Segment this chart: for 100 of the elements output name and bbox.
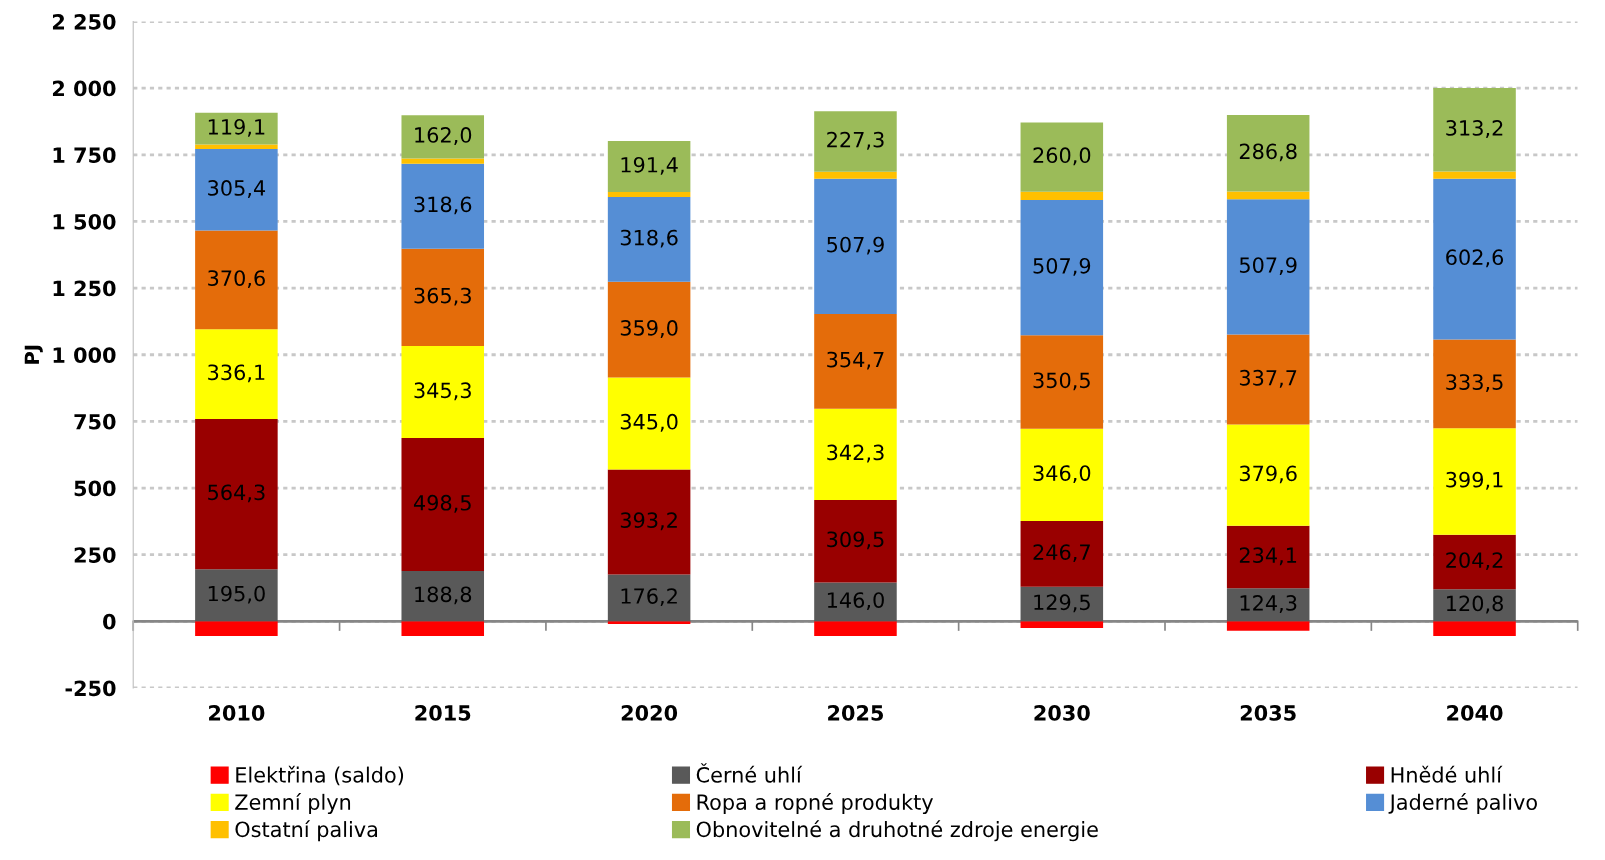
bar: [1433, 589, 1516, 622]
data-label: 354,7: [827, 351, 884, 370]
x-tick-label: 2010: [209, 705, 265, 721]
data-label: 246,7: [1033, 544, 1090, 563]
legend-label: Černé uhlí: [696, 763, 803, 783]
bar: [814, 178, 897, 315]
bar: [607, 141, 691, 193]
data-label: 195,0: [208, 585, 265, 604]
legend-label: Elektřina (saldo): [236, 765, 404, 786]
data-label: 507,9: [1239, 257, 1297, 276]
bar: [195, 621, 278, 637]
bar: [1020, 191, 1104, 200]
bar: [1020, 428, 1104, 522]
data-label: 602,6: [1446, 249, 1504, 268]
x-tick-label: 2015: [415, 705, 471, 721]
data-label: 227,3: [827, 131, 884, 150]
bar: [1433, 171, 1516, 179]
legend-label: Hnědé uhlí: [1391, 765, 1503, 783]
bar: [401, 158, 485, 164]
bar: [1226, 621, 1310, 631]
data-label: 507,9: [827, 236, 884, 255]
data-label: 286,8: [1239, 143, 1297, 162]
bar: [1433, 428, 1516, 535]
bar: [607, 621, 691, 625]
data-label: 318,6: [414, 196, 472, 215]
y-tick-label: 0: [103, 613, 116, 630]
bar: [1020, 122, 1104, 192]
bar: [401, 571, 485, 622]
y-tick-label: 1 000: [53, 347, 116, 363]
bar: [195, 230, 278, 330]
data-label: 234,1: [1239, 547, 1297, 566]
x-tick-label: 2040: [1447, 705, 1503, 721]
bar: [401, 163, 485, 249]
bar: [607, 196, 691, 282]
bar: [1226, 334, 1310, 425]
data-label: 370,6: [208, 270, 265, 289]
x-tick-label: 2035: [1240, 705, 1296, 721]
bar: [1226, 424, 1310, 526]
bar: [1020, 621, 1104, 629]
x-tick-label: 2020: [621, 705, 678, 721]
data-label: 498,5: [413, 494, 471, 513]
data-label: 305,4: [208, 180, 266, 198]
data-label: 333,5: [1446, 374, 1503, 393]
x-tick-label: 2030: [1034, 705, 1090, 721]
bar: [195, 112, 278, 145]
data-label: 318,6: [620, 229, 678, 248]
bar: [1020, 199, 1104, 336]
data-label: 146,0: [827, 592, 884, 611]
data-label: 399,1: [1446, 471, 1503, 490]
data-label: 379,6: [1239, 465, 1297, 484]
bar: [607, 377, 691, 470]
data-label: 188,8: [415, 586, 472, 605]
bar: [1433, 621, 1516, 637]
bar: [1020, 521, 1104, 587]
data-label: 564,3: [208, 484, 265, 503]
y-tick-label: 1 250: [53, 280, 116, 297]
data-label: 260,0: [1033, 147, 1091, 166]
bar: [1226, 191, 1310, 200]
bar: [1226, 588, 1310, 622]
bar: [1433, 339, 1516, 429]
data-label: 359,0: [620, 320, 678, 338]
bar: [401, 115, 485, 159]
data-label: 337,7: [1239, 369, 1297, 388]
bar: [401, 248, 485, 347]
data-label: 162,0: [415, 127, 472, 145]
bar: [1226, 199, 1310, 335]
y-tick-label: -250: [65, 680, 116, 697]
bar: [401, 438, 485, 572]
bar: [814, 314, 897, 409]
data-label: 129,5: [1034, 594, 1090, 613]
legend-label: Obnovitelné a druhotné zdroje energie: [696, 820, 1098, 842]
bar: [814, 582, 897, 622]
bar: [1226, 114, 1310, 192]
y-tick-label: 250: [74, 547, 116, 563]
bar: [607, 192, 691, 197]
data-label: 119,1: [208, 118, 265, 137]
bar: [607, 281, 691, 378]
y-tick-label: 500: [74, 480, 116, 497]
y-axis-title: PJ: [24, 345, 43, 364]
data-label: 336,1: [208, 364, 265, 383]
data-label: 393,2: [620, 512, 677, 531]
data-label: 124,3: [1240, 595, 1297, 613]
y-tick-label: 750: [74, 413, 116, 430]
bar: [401, 621, 485, 637]
bar: [401, 346, 485, 439]
bar: [195, 329, 278, 419]
bar: [1433, 178, 1516, 340]
bar: [607, 469, 691, 575]
data-label: 313,2: [1446, 120, 1503, 138]
bar: [814, 171, 897, 179]
bar: [195, 569, 278, 622]
bar: [814, 111, 897, 172]
legend-label: Jaderné palivo: [1388, 793, 1537, 814]
bar: [1226, 525, 1310, 589]
data-label: 309,5: [827, 531, 884, 550]
bar: [1433, 534, 1516, 590]
bar: [195, 149, 278, 231]
y-tick-label: 2 000: [52, 80, 116, 97]
bar: [814, 408, 897, 500]
bar: [607, 574, 691, 622]
